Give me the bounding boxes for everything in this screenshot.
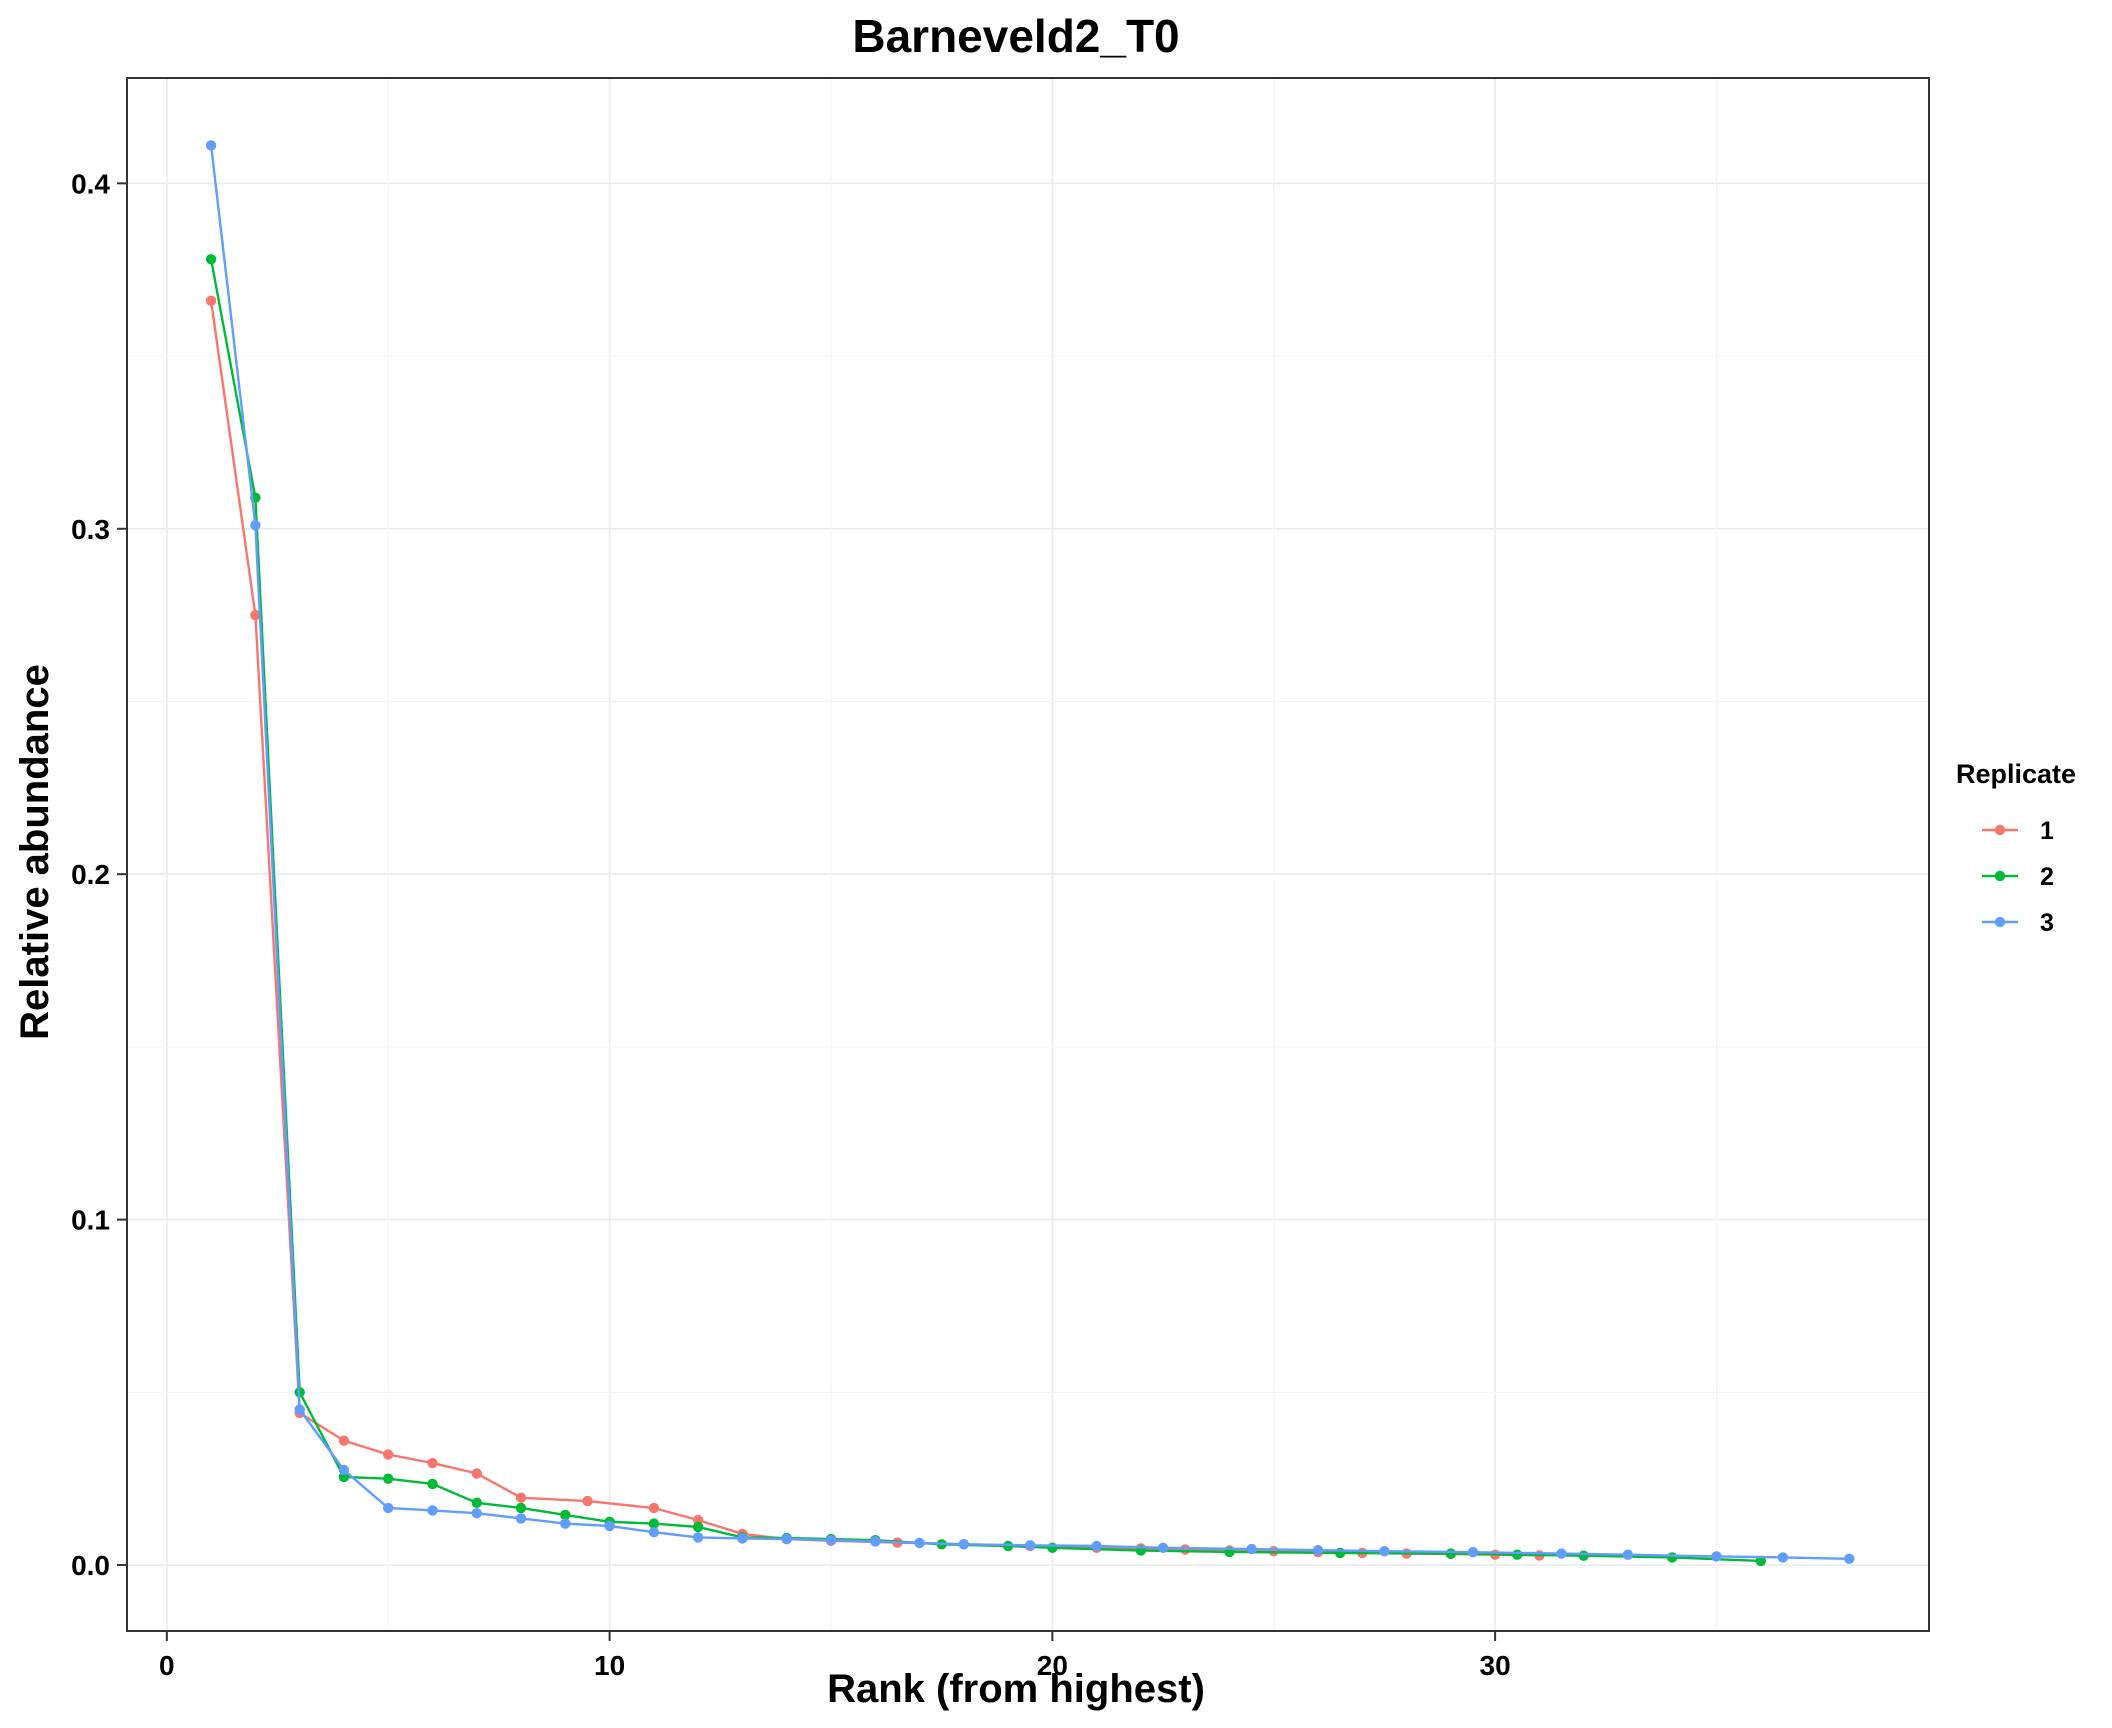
data-point	[914, 1537, 925, 1549]
data-point	[1556, 1548, 1567, 1559]
data-point	[383, 1502, 394, 1514]
legend-key-point	[1994, 916, 2006, 928]
y-tick-label: 0.2	[71, 859, 110, 890]
legend-label: 1	[2040, 817, 2054, 845]
data-point	[692, 1532, 704, 1543]
data-point	[205, 254, 217, 265]
data-point	[692, 1521, 704, 1533]
data-point	[958, 1539, 969, 1550]
data-point	[1180, 1544, 1191, 1555]
data-point	[1844, 1553, 1855, 1565]
x-tick-label: 0	[159, 1650, 175, 1681]
data-point	[582, 1495, 593, 1507]
data-point	[1334, 1547, 1346, 1559]
y-tick-label: 0.3	[71, 514, 110, 545]
x-tick-label: 20	[1037, 1650, 1068, 1681]
data-point	[781, 1533, 792, 1545]
series-line	[209, 145, 1850, 1560]
data-point	[825, 1535, 837, 1546]
data-point	[1622, 1549, 1634, 1560]
series-layer	[205, 140, 1855, 1567]
data-point	[648, 1518, 660, 1529]
data-point	[471, 1468, 482, 1479]
data-point	[1711, 1551, 1722, 1562]
data-point	[1246, 1543, 1257, 1555]
legend-label: 2	[2040, 863, 2054, 891]
data-point	[1157, 1542, 1169, 1554]
grid-lines	[127, 78, 1929, 1631]
data-point	[560, 1518, 571, 1529]
series-3	[205, 140, 1855, 1565]
legend-title: Replicate	[1956, 759, 2076, 789]
data-point	[338, 1464, 350, 1476]
chart-title: Barneveld2_T0	[852, 10, 1179, 62]
legend-key-point	[1994, 870, 2006, 882]
data-point	[737, 1533, 748, 1544]
data-point	[648, 1527, 660, 1538]
data-point	[1512, 1549, 1523, 1560]
data-point	[383, 1473, 394, 1484]
data-point	[427, 1478, 438, 1490]
data-point	[205, 140, 217, 151]
panel-border	[126, 77, 1930, 1632]
x-axis-label: Rank (from highest)	[827, 1667, 1205, 1711]
legend-item: 1	[1982, 817, 2054, 845]
data-point	[471, 1508, 482, 1519]
y-tick-label: 0.1	[71, 1205, 110, 1236]
data-point	[515, 1513, 527, 1524]
data-point	[515, 1502, 527, 1514]
x-axis: 0 10 20 30	[159, 1631, 1511, 1681]
y-tick-label: 0.4	[71, 168, 110, 199]
x-tick-label: 30	[1480, 1650, 1511, 1681]
legend-item: 2	[1982, 863, 2054, 891]
data-point	[250, 520, 261, 531]
x-tick-label: 10	[594, 1650, 625, 1681]
legend-item: 3	[1982, 909, 2054, 937]
legend-key-point	[1994, 824, 2006, 836]
data-point	[870, 1536, 881, 1547]
y-tick-label: 0.0	[71, 1550, 110, 1581]
data-point	[427, 1457, 438, 1469]
data-point	[294, 1404, 305, 1415]
data-point	[1667, 1552, 1678, 1563]
data-point	[515, 1492, 527, 1503]
data-point	[1467, 1547, 1479, 1558]
legend: Replicate 1 2 3	[1956, 759, 2076, 937]
data-point	[338, 1435, 350, 1446]
legend-label: 3	[2040, 909, 2054, 937]
data-point	[427, 1505, 438, 1516]
data-point	[1047, 1542, 1058, 1554]
data-point	[1777, 1552, 1789, 1563]
data-point	[1445, 1548, 1457, 1559]
data-point	[383, 1449, 394, 1460]
y-axis-label: Relative abundance	[13, 664, 57, 1040]
data-point	[604, 1520, 615, 1532]
data-point	[1312, 1545, 1324, 1556]
data-point	[648, 1502, 660, 1514]
data-point	[1091, 1540, 1102, 1552]
data-point	[1025, 1540, 1036, 1551]
data-point	[1578, 1550, 1589, 1561]
data-point	[560, 1509, 571, 1521]
data-point	[471, 1497, 482, 1509]
legend-items: 1 2 3	[1982, 817, 2054, 937]
data-point	[205, 295, 217, 306]
y-axis: 0.0 0.1 0.2 0.3 0.4	[71, 168, 127, 1581]
data-point	[1379, 1546, 1390, 1557]
data-point	[250, 609, 261, 621]
